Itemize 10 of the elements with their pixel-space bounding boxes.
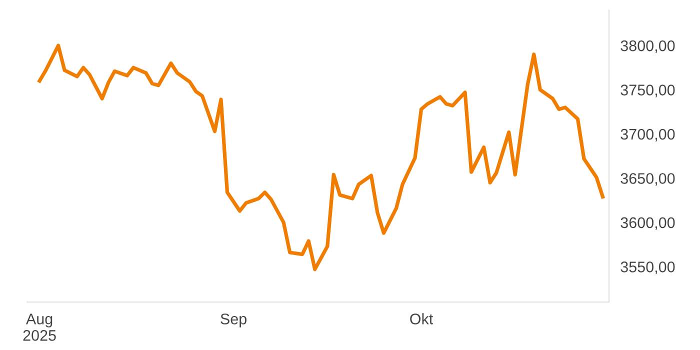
x-tick-label: Aug 2025 bbox=[23, 314, 56, 341]
y-tick-label: 3700,00 bbox=[620, 128, 675, 142]
y-tick-label: 3550,00 bbox=[620, 262, 675, 274]
y-tick-label: 3750,00 bbox=[620, 84, 675, 98]
y-tick-label: 3800,00 bbox=[620, 40, 675, 54]
y-tick-label: 3600,00 bbox=[620, 217, 675, 230]
y-tick-label: 3650,00 bbox=[620, 173, 675, 186]
x-tick-label: Okt bbox=[410, 313, 434, 324]
line-series bbox=[38, 44, 605, 272]
x-tick-label: Sep bbox=[220, 314, 246, 328]
